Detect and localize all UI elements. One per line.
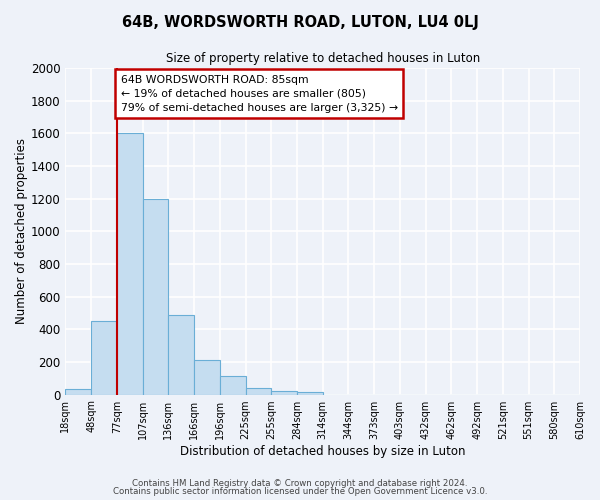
Bar [220, 376, 245, 394]
Text: 64B, WORDSWORTH ROAD, LUTON, LU4 0LJ: 64B, WORDSWORTH ROAD, LUTON, LU4 0LJ [122, 15, 478, 30]
Title: Size of property relative to detached houses in Luton: Size of property relative to detached ho… [166, 52, 480, 66]
Bar [91, 321, 117, 394]
Bar [117, 134, 143, 394]
Bar [169, 314, 194, 394]
Text: 64B WORDSWORTH ROAD: 85sqm
← 19% of detached houses are smaller (805)
79% of sem: 64B WORDSWORTH ROAD: 85sqm ← 19% of deta… [121, 74, 398, 112]
X-axis label: Distribution of detached houses by size in Luton: Distribution of detached houses by size … [180, 444, 466, 458]
Bar [297, 392, 323, 394]
Text: Contains HM Land Registry data © Crown copyright and database right 2024.: Contains HM Land Registry data © Crown c… [132, 478, 468, 488]
Bar [271, 392, 297, 394]
Y-axis label: Number of detached properties: Number of detached properties [15, 138, 28, 324]
Bar [143, 198, 169, 394]
Bar [65, 389, 91, 394]
Bar [245, 388, 271, 394]
Text: Contains public sector information licensed under the Open Government Licence v3: Contains public sector information licen… [113, 487, 487, 496]
Bar [194, 360, 220, 394]
